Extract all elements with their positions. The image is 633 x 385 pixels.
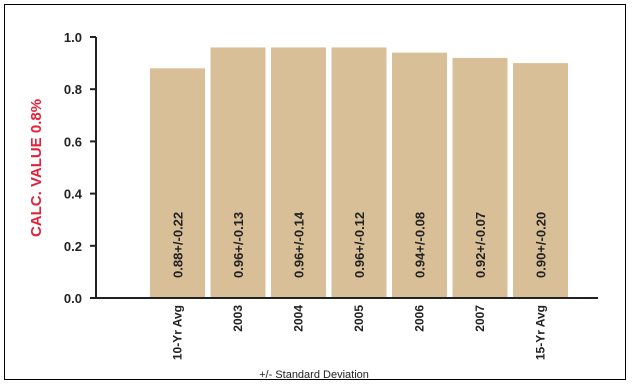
bars-group xyxy=(150,47,568,298)
y-tick-label: 1.0 xyxy=(64,30,82,45)
bar-data-label: 0.96+/-0.13 xyxy=(231,212,246,278)
bar-7 xyxy=(513,63,568,298)
bar-4 xyxy=(331,47,387,298)
x-category-label: 2005 xyxy=(352,305,366,332)
bar-1 xyxy=(150,68,205,298)
x-categories-group: 10-Yr Avg 2003 2004 2005 2006 2007 15-Yr Avg xyxy=(171,305,548,360)
bar-data-label: 0.92+/-0.07 xyxy=(473,212,488,278)
x-category-label: 15-Yr Avg xyxy=(534,305,548,360)
bar-5 xyxy=(392,52,447,298)
y-ticks-group: 0.0 0.2 0.4 0.6 0.8 1.0 xyxy=(64,30,96,306)
y-axis-title: CALC. VALUE 0.8% xyxy=(28,99,45,237)
y-tick-label: 0.2 xyxy=(64,239,82,254)
x-category-label: 2004 xyxy=(292,305,306,332)
x-category-label: 2003 xyxy=(231,305,245,332)
x-axis-title: +/- Standard Deviation xyxy=(259,369,369,381)
y-tick-label: 0.8 xyxy=(64,82,82,97)
x-category-label: 10-Yr Avg xyxy=(171,305,185,360)
bar-data-label: 0.96+/-0.12 xyxy=(352,212,367,278)
y-tick-label: 0.6 xyxy=(64,134,82,149)
bar-2 xyxy=(210,47,266,298)
bar-data-label: 0.94+/-0.08 xyxy=(413,212,428,278)
bar-6 xyxy=(452,57,508,298)
axes-group xyxy=(90,37,598,299)
x-category-label: 2007 xyxy=(473,305,487,332)
bar-data-label: 0.88+/-0.22 xyxy=(171,212,186,278)
y-tick-label: 0.4 xyxy=(64,187,83,202)
bar-data-label: 0.96+/-0.14 xyxy=(292,211,307,278)
bar-3 xyxy=(271,47,326,298)
x-category-label: 2006 xyxy=(413,305,427,332)
data-labels-group: 0.88+/-0.22 0.96+/-0.13 0.96+/-0.14 0.96+/-… xyxy=(171,211,549,278)
y-tick-label: 0.0 xyxy=(64,291,82,306)
bar-data-label: 0.90+/-0.20 xyxy=(534,212,549,278)
